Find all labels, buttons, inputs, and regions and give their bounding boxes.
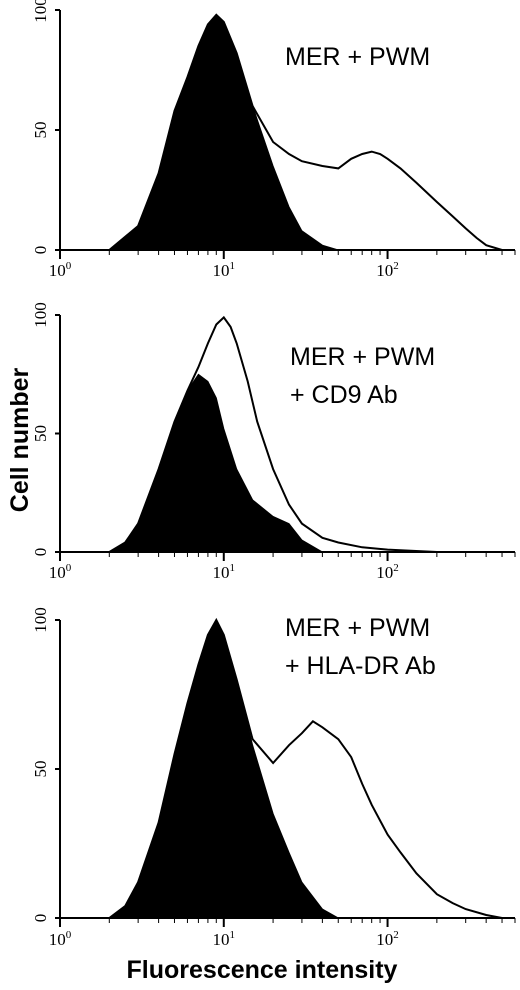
x-tick-label: 102 bbox=[376, 929, 399, 949]
y-tick-label: 0 bbox=[31, 914, 50, 923]
y-tick-label: 50 bbox=[31, 122, 50, 139]
panel-label-line: + CD9 Ab bbox=[290, 381, 398, 409]
histogram-panel: 0 50 100 100 101 102 MER + PWM + HLA-DR Ab bbox=[31, 607, 516, 949]
x-tick-label: 101 bbox=[213, 929, 236, 949]
panel-label-line: MER + PWM bbox=[285, 43, 430, 71]
x-tick-label: 100 bbox=[49, 929, 72, 949]
y-tick-label: 100 bbox=[31, 302, 50, 328]
x-axis-title: Fluorescence intensity bbox=[127, 956, 398, 984]
panel-label-line: MER + PWM bbox=[285, 614, 430, 642]
y-tick-label: 50 bbox=[31, 425, 50, 442]
y-tick-label: 100 bbox=[31, 607, 50, 633]
x-tick-label: 101 bbox=[213, 260, 236, 280]
histogram-panel: 0 50 100 100 101 102 MER + PWM bbox=[31, 0, 516, 280]
x-tick-label: 100 bbox=[49, 260, 72, 280]
outline-histogram bbox=[108, 13, 503, 251]
y-tick-label: 100 bbox=[31, 0, 50, 23]
histogram-panel: 0 50 100 100 101 102 MER + PWM + CD9 Ab bbox=[31, 302, 516, 582]
x-tick-label: 100 bbox=[49, 562, 72, 582]
x-tick-label: 102 bbox=[376, 562, 399, 582]
panel-label-line: + HLA-DR Ab bbox=[285, 652, 436, 680]
y-axis-title: Cell number bbox=[6, 368, 34, 513]
histogram-panels: 0 50 100 100 101 102 MER + PWM 0 50 100 100 101 102 M… bbox=[31, 0, 516, 949]
outline-histogram bbox=[108, 315, 437, 553]
outline-histogram bbox=[108, 617, 503, 919]
y-tick-label: 0 bbox=[31, 548, 50, 557]
y-tick-label: 50 bbox=[31, 761, 50, 778]
panel-label-line: MER + PWM bbox=[290, 343, 435, 371]
y-tick-label: 0 bbox=[31, 246, 50, 255]
x-tick-label: 101 bbox=[213, 562, 236, 582]
x-tick-label: 102 bbox=[376, 260, 399, 280]
